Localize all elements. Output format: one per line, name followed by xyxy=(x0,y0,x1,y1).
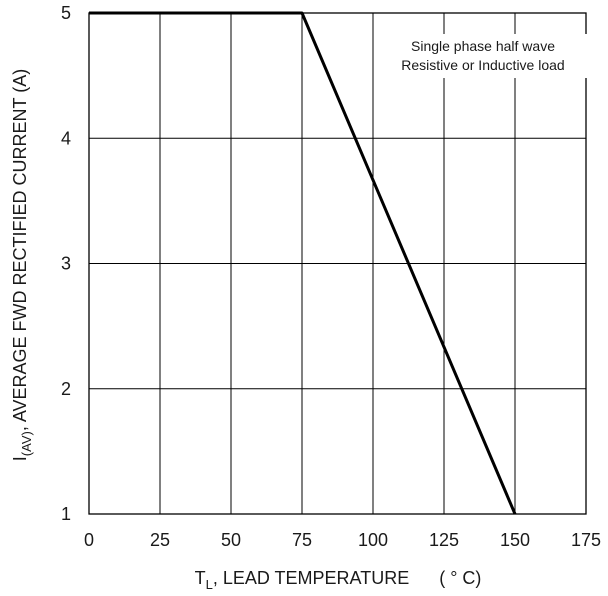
x-axis-label-rest: , LEAD TEMPERATURE xyxy=(213,568,409,588)
x-tick-label-1: 25 xyxy=(150,530,170,550)
plot-frame xyxy=(88,12,587,515)
y-tick-labels: 1 2 3 4 5 xyxy=(61,3,71,524)
y-tick-label-1: 2 xyxy=(61,379,71,399)
x-axis-label-main: T xyxy=(195,568,206,588)
series-line-0 xyxy=(89,11,517,515)
y-tick-label-3: 4 xyxy=(61,128,71,148)
y-tick-label-2: 3 xyxy=(61,254,71,274)
x-tick-label-2: 50 xyxy=(221,530,241,550)
x-tick-label-6: 150 xyxy=(500,530,530,550)
y-axis-label-sub: (AV) xyxy=(19,431,34,456)
x-tick-label-4: 100 xyxy=(358,530,388,550)
x-axis-label-sub: L xyxy=(206,577,213,592)
x-tick-labels: 0 25 50 75 100 125 150 175 xyxy=(84,530,601,550)
x-tick-label-7: 175 xyxy=(571,530,601,550)
y-tick-label-4: 5 xyxy=(61,3,71,23)
annotation-line-1: Single phase half wave xyxy=(411,38,555,54)
x-tick-label-0: 0 xyxy=(84,530,94,550)
y-tick-label-0: 1 xyxy=(61,504,71,524)
annotation: Single phase half wave Resistive or Indu… xyxy=(380,34,588,78)
x-tick-label-3: 75 xyxy=(292,530,312,550)
y-axis-label: I(AV), AVERAGE FWD RECTIFIED CURRENT (A) xyxy=(10,69,34,461)
y-axis-label-rest: , AVERAGE FWD RECTIFIED CURRENT (A) xyxy=(10,69,30,431)
series-layer xyxy=(89,11,517,515)
annotation-line-2: Resistive or Inductive load xyxy=(401,57,564,73)
grid-lines xyxy=(88,12,587,515)
y-axis-label-main: I xyxy=(10,456,30,461)
x-axis-label-unit: ( ° C) xyxy=(439,568,481,588)
x-tick-label-5: 125 xyxy=(429,530,459,550)
x-axis-label: TL, LEAD TEMPERATURE ( ° C) xyxy=(195,568,482,592)
